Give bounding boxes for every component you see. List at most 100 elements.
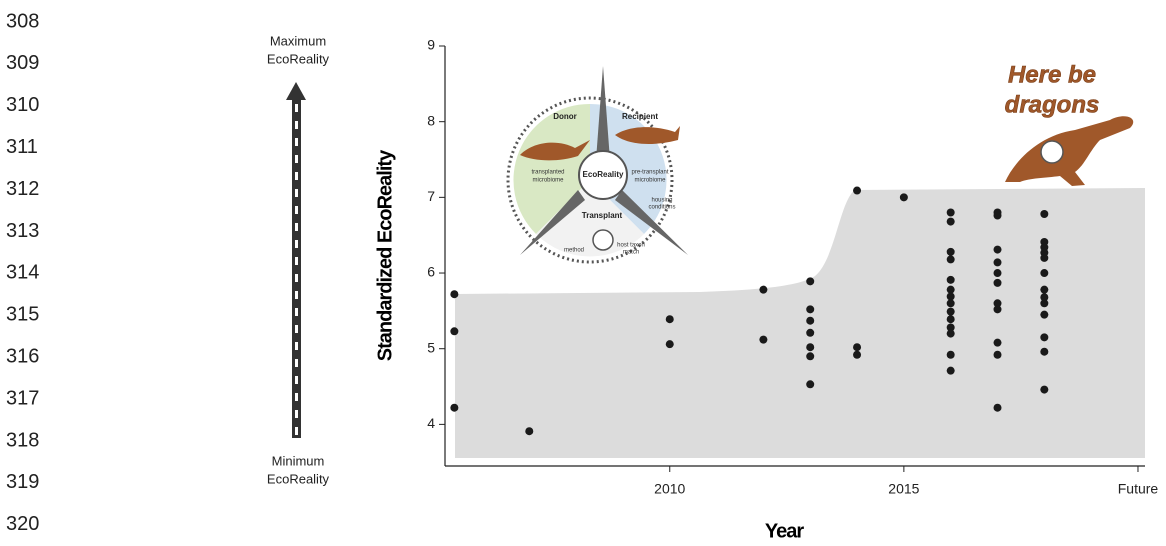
point — [947, 208, 955, 216]
point — [900, 193, 908, 201]
line-number: 317 — [6, 387, 39, 409]
line-number: 316 — [6, 345, 39, 367]
annotation: dragons — [1005, 91, 1100, 118]
y-tick-label: 7 — [427, 188, 435, 204]
point — [1040, 269, 1048, 277]
point — [1040, 210, 1048, 218]
y-tick-label: 5 — [427, 339, 435, 355]
point — [525, 427, 533, 435]
point — [994, 305, 1002, 313]
y-tick-label: 9 — [427, 37, 435, 53]
inset-microbe — [593, 230, 613, 250]
chart: Year Standardized EcoReality Maximum Eco… — [0, 0, 1166, 546]
point — [1040, 254, 1048, 262]
line-number: 312 — [6, 178, 39, 200]
point — [947, 248, 955, 256]
arrow-head — [286, 82, 306, 100]
line-number: 315 — [6, 304, 39, 326]
line-number: 309 — [6, 52, 39, 74]
point — [994, 212, 1002, 220]
point — [666, 315, 674, 323]
point — [450, 404, 458, 412]
dragon-icon — [1005, 116, 1133, 186]
scale-bottom-label: EcoReality — [267, 471, 330, 486]
point — [806, 277, 814, 285]
point — [853, 187, 861, 195]
inset-label: Donor — [553, 112, 577, 121]
point — [450, 327, 458, 335]
point — [806, 343, 814, 351]
inset-label: Transplant — [582, 211, 623, 220]
inset-text: pre-transplant — [631, 170, 668, 176]
line-number: 313 — [6, 220, 39, 242]
point — [994, 258, 1002, 266]
scale-top-label: Maximum — [270, 33, 326, 48]
line-number: 320 — [6, 513, 39, 535]
x-tick-label: Future — [1118, 481, 1159, 497]
line-number: 308 — [6, 10, 39, 32]
y-axis-label: Standardized EcoReality — [374, 149, 396, 361]
line-number: 314 — [6, 262, 39, 284]
point — [853, 343, 861, 351]
x-axis-label: Year — [765, 520, 804, 542]
point — [994, 351, 1002, 359]
point — [994, 339, 1002, 347]
line-number: 318 — [6, 429, 39, 451]
point — [806, 317, 814, 325]
inset-text: microbiome — [532, 178, 564, 184]
point — [1040, 286, 1048, 294]
arrow-shaft — [292, 100, 301, 438]
point — [947, 315, 955, 323]
y-tick-label: 8 — [427, 112, 435, 128]
scale-bottom-label: Minimum — [272, 453, 325, 468]
point — [1040, 333, 1048, 341]
y-tick-label: 4 — [427, 415, 435, 431]
point — [947, 218, 955, 226]
point — [666, 340, 674, 348]
point — [947, 367, 955, 375]
point — [947, 276, 955, 284]
point — [806, 352, 814, 360]
point — [806, 329, 814, 337]
inset-text: conditions — [648, 205, 675, 211]
point — [947, 330, 955, 338]
inset-label: EcoReality — [583, 170, 624, 179]
point — [947, 292, 955, 300]
point — [1040, 299, 1048, 307]
inset-text: match — [623, 250, 639, 256]
point — [806, 380, 814, 388]
point — [947, 255, 955, 263]
point — [947, 286, 955, 294]
inset-text: microbiome — [634, 178, 666, 184]
inset-label: Recipient — [622, 112, 658, 121]
point — [947, 299, 955, 307]
point — [759, 336, 767, 344]
inset-text: method — [564, 248, 584, 254]
x-tick-label: 2010 — [654, 481, 685, 497]
line-number: 319 — [6, 471, 39, 493]
point — [994, 279, 1002, 287]
point — [994, 246, 1002, 254]
line-number: 310 — [6, 94, 39, 116]
point — [1040, 386, 1048, 394]
inset: EcoReality Donor Recipient Transplant tr… — [508, 66, 688, 262]
y-tick-label: 6 — [427, 264, 435, 280]
x-tick-label: 2015 — [888, 481, 919, 497]
inset-text: transplanted — [531, 170, 564, 176]
point — [947, 351, 955, 359]
point — [994, 404, 1002, 412]
dragon-microbe — [1041, 141, 1063, 163]
point — [806, 305, 814, 313]
point — [450, 290, 458, 298]
point — [994, 269, 1002, 277]
point — [1040, 348, 1048, 356]
line-number: 311 — [6, 136, 38, 158]
point — [1040, 311, 1048, 319]
inset-text: host taxon — [617, 243, 645, 249]
scale-top-label: EcoReality — [267, 51, 330, 66]
point — [853, 351, 861, 359]
annotation: Here be — [1008, 61, 1096, 88]
point — [759, 286, 767, 294]
inset-text: housing — [651, 198, 672, 204]
point — [947, 308, 955, 316]
